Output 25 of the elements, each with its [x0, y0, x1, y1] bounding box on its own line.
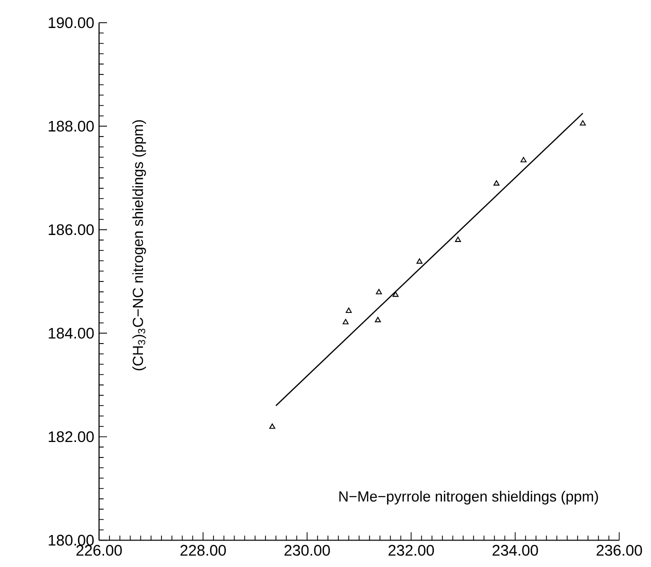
- x-tick-label: 226.00: [76, 544, 122, 556]
- point: [493, 180, 500, 186]
- point: [376, 288, 382, 294]
- point: [342, 318, 349, 324]
- x-tick-label: 228.00: [180, 544, 226, 556]
- y-tick-label: 182.00: [48, 431, 94, 442]
- x-tick-label: 234.00: [492, 544, 538, 556]
- x-tick-label: 236.00: [596, 544, 642, 556]
- point: [520, 156, 527, 162]
- point: [454, 236, 461, 242]
- y-axis-title: (CH$_{3}$)$_{3}$C−NC nitrogen shieldings (ppm): [132, 120, 146, 370]
- y-tick-label: 190.00: [48, 17, 94, 28]
- x-tick-label: 232.00: [388, 544, 434, 556]
- y-tick-label: 184.00: [48, 328, 94, 339]
- x-axis-title: N−Me−pyrrole nitrogen shieldings (ppm): [339, 490, 598, 504]
- point: [346, 308, 352, 313]
- point: [392, 291, 399, 297]
- y-tick-label: 180.00: [48, 534, 94, 546]
- point: [416, 258, 422, 264]
- point: [269, 423, 276, 429]
- y-tick-label: 186.00: [48, 224, 94, 236]
- y-tick-label: 188.00: [48, 120, 94, 132]
- point: [374, 316, 381, 322]
- point: [580, 120, 586, 126]
- x-tick-label: 230.00: [284, 544, 330, 556]
